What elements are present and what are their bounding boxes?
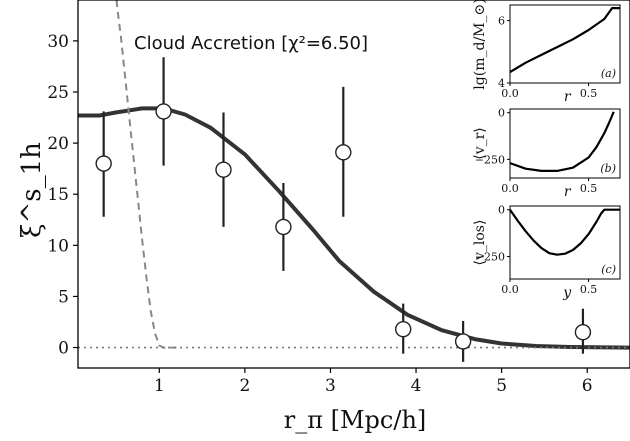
inset-x-tick-label: 0.5 (580, 87, 598, 100)
inset-frame (509, 205, 621, 280)
inset-y-tick-label: 0 (498, 204, 505, 217)
inset-x-tick-label: 0.5 (580, 283, 598, 296)
inset-y-tick-label: 6 (498, 15, 505, 28)
data-point (395, 320, 412, 338)
x-tick-label: 6 (582, 376, 593, 396)
data-point (275, 218, 292, 236)
x-tick-label: 2 (239, 376, 250, 396)
main-plot-lines (78, 0, 630, 350)
inset-panel-tag: (c) (601, 263, 616, 276)
inset-y-tick-label: 0 (498, 107, 505, 120)
inset-b: 0.0 0.5 0 −250 r ⟨v_r⟩ (b) (472, 107, 624, 200)
data-point (574, 324, 592, 341)
inset-x-label: y (562, 285, 572, 301)
inset-y-label: lg(m_d/M_⊙) (472, 0, 488, 90)
main-x-ticks: 1 2 3 4 5 6 (154, 368, 593, 396)
inset-y-label: ⟨v_r⟩ (472, 127, 488, 160)
main-plot-points (95, 57, 592, 362)
inset-curve (509, 208, 620, 256)
x-tick-label: 4 (411, 376, 422, 396)
inset-panel-tag: (b) (600, 162, 616, 175)
chart-title: Cloud Accretion [χ²=6.50] (134, 33, 368, 54)
y-tick-label: 30 (47, 32, 69, 52)
inset-panel-tag: (a) (601, 67, 616, 80)
series-solid-line (78, 106, 630, 350)
y-tick-label: 15 (47, 185, 69, 205)
y-tick-label: 5 (58, 287, 69, 307)
y-tick-label: 10 (47, 236, 69, 256)
main-plot: 1 2 3 4 5 6 0 5 10 15 20 25 30 Cloud Accretion [χ²=… (17, 0, 630, 434)
inset-a: 0.0 0.5 4 6 r lg(m_d/M_⊙) (a) (472, 0, 624, 105)
inset-x-tick-label: 0.0 (501, 87, 519, 100)
x-tick-label: 1 (154, 376, 165, 396)
x-tick-label: 3 (325, 376, 336, 396)
inset-x-tick-label: 0.0 (501, 182, 519, 195)
data-point (335, 144, 352, 161)
x-axis-label: r_π [Mpc/h] (284, 406, 427, 434)
y-axis-label: ξ^s_1h (17, 142, 47, 238)
series-dashed-line (115, 0, 177, 349)
inset-y-tick-label: 4 (498, 77, 505, 90)
y-tick-label: 25 (47, 83, 69, 103)
inset-c: 0.0 0.5 0 −250 y ⟨v_los⟩ (c) (472, 204, 624, 301)
y-tick-label: 0 (58, 339, 69, 359)
inset-x-tick-label: 0.5 (580, 182, 598, 195)
inset-frame (509, 4, 621, 84)
data-point (95, 155, 112, 172)
main-y-ticks: 0 5 10 15 20 25 30 (47, 32, 78, 359)
inset-x-tick-label: 0.0 (501, 283, 519, 296)
y-tick-label: 20 (47, 134, 69, 154)
inset-y-label: ⟨v_los⟩ (472, 220, 488, 266)
data-point (454, 333, 472, 350)
x-tick-label: 5 (496, 376, 507, 396)
inset-y-tick-label: −250 (475, 153, 505, 166)
inset-x-label: r (564, 89, 572, 105)
inset-y-tick-label: −250 (475, 251, 505, 264)
data-point (155, 103, 172, 120)
inset-x-label: r (564, 184, 572, 200)
inset-curve (509, 111, 615, 172)
data-point (215, 161, 232, 178)
inset-frame (509, 108, 621, 179)
inset-background (502, 204, 624, 283)
main-plot-frame (77, 0, 630, 369)
inset-curve (509, 7, 620, 74)
